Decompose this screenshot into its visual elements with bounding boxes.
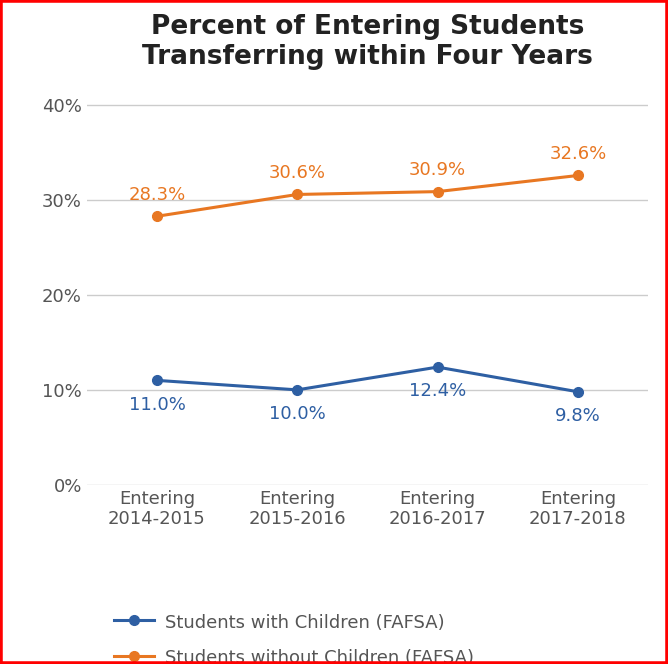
Text: 9.8%: 9.8% (555, 407, 601, 425)
Text: 12.4%: 12.4% (409, 382, 466, 400)
Title: Percent of Entering Students
Transferring within Four Years: Percent of Entering Students Transferrin… (142, 14, 593, 70)
Text: 32.6%: 32.6% (549, 145, 607, 163)
Text: 30.9%: 30.9% (409, 161, 466, 179)
Text: 10.0%: 10.0% (269, 405, 325, 423)
Legend: Students with Children (FAFSA), Students without Children (FAFSA): Students with Children (FAFSA), Students… (107, 606, 481, 664)
Text: 28.3%: 28.3% (128, 186, 186, 204)
Text: 30.6%: 30.6% (269, 164, 326, 182)
Text: 11.0%: 11.0% (128, 396, 186, 414)
